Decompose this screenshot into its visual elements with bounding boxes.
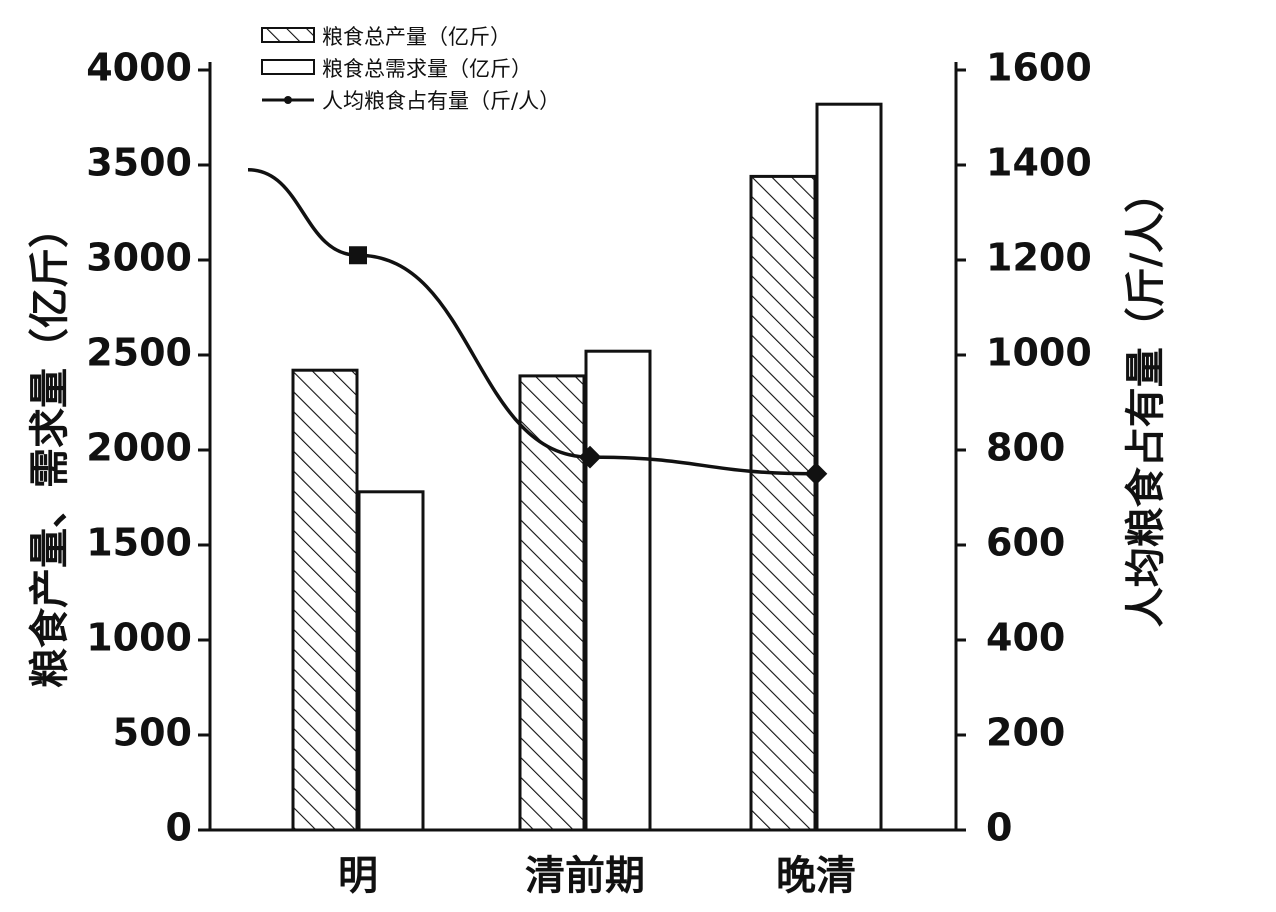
right-tick-label-7: 1400: [986, 141, 1092, 185]
left-tick-label-0: 0: [166, 806, 192, 850]
bar-demand-1: [584, 349, 652, 832]
right-tick-label-8: 1600: [986, 46, 1092, 90]
left-tick-label-6: 3000: [86, 236, 192, 280]
left-tick-label-3: 1500: [86, 521, 192, 565]
bars-layer: [291, 102, 883, 832]
right-axis-ticks: 0 200 400 600 800 1000 1200 1400 1600: [956, 46, 1092, 850]
category-labels: 明 清前期 晚清: [338, 853, 856, 899]
bar-demand-2: [815, 102, 883, 832]
legend: 粮食总产量（亿斤） 粮食总需求量（亿斤） 人均粮食占有量（斤/人）: [261, 25, 560, 113]
left-tick-label-5: 2500: [86, 331, 192, 375]
left-axis-ticks: 0 500 1000 1500 2000 2500 3000 3500 4000: [86, 46, 210, 850]
right-tick-label-2: 400: [986, 616, 1065, 660]
per-capita-point-0: [349, 246, 367, 265]
left-tick-label-7: 3500: [86, 141, 192, 185]
line-layer: [247, 168, 828, 486]
legend-item-demand: 粮食总需求量（亿斤）: [261, 57, 532, 81]
per-capita-point-1: [578, 445, 602, 469]
left-tick-label-2: 1000: [86, 616, 192, 660]
legend-swatch-marker: [284, 96, 292, 104]
legend-label-production: 粮食总产量（亿斤）: [322, 25, 511, 49]
right-axis-title: 人均粮食占有量（斤/人）: [1123, 173, 1169, 628]
legend-swatch-hatched: [261, 27, 315, 43]
right-tick-label-6: 1200: [986, 236, 1092, 280]
legend-item-production: 粮食总产量（亿斤）: [261, 25, 511, 49]
left-tick-label-4: 2000: [86, 426, 192, 470]
legend-swatch-plain: [261, 59, 315, 75]
per-capita-point-2: [804, 462, 828, 486]
bar-demand-0: [357, 490, 425, 832]
category-label-0: 明: [338, 853, 378, 899]
bar-production-1: [518, 374, 586, 832]
right-tick-label-5: 1000: [986, 331, 1092, 375]
legend-item-per-capita: 人均粮食占有量（斤/人）: [262, 89, 560, 113]
bar-production-0: [291, 368, 359, 832]
right-tick-label-1: 200: [986, 711, 1065, 755]
axes-layer: [208, 62, 958, 832]
right-tick-label-4: 800: [986, 426, 1065, 470]
left-tick-label-1: 500: [113, 711, 192, 755]
category-label-2: 晚清: [776, 853, 856, 899]
left-axis-title: 粮食产量、需求量（亿斤）: [27, 208, 73, 688]
right-tick-label-0: 0: [986, 806, 1012, 850]
legend-label-demand: 粮食总需求量（亿斤）: [322, 57, 532, 81]
left-tick-label-8: 4000: [86, 46, 192, 90]
right-tick-label-3: 600: [986, 521, 1065, 565]
category-label-1: 清前期: [525, 853, 645, 899]
per-capita-line: [247, 168, 817, 476]
bar-production-2: [749, 174, 817, 832]
legend-label-per-capita: 人均粮食占有量（斤/人）: [322, 89, 560, 113]
